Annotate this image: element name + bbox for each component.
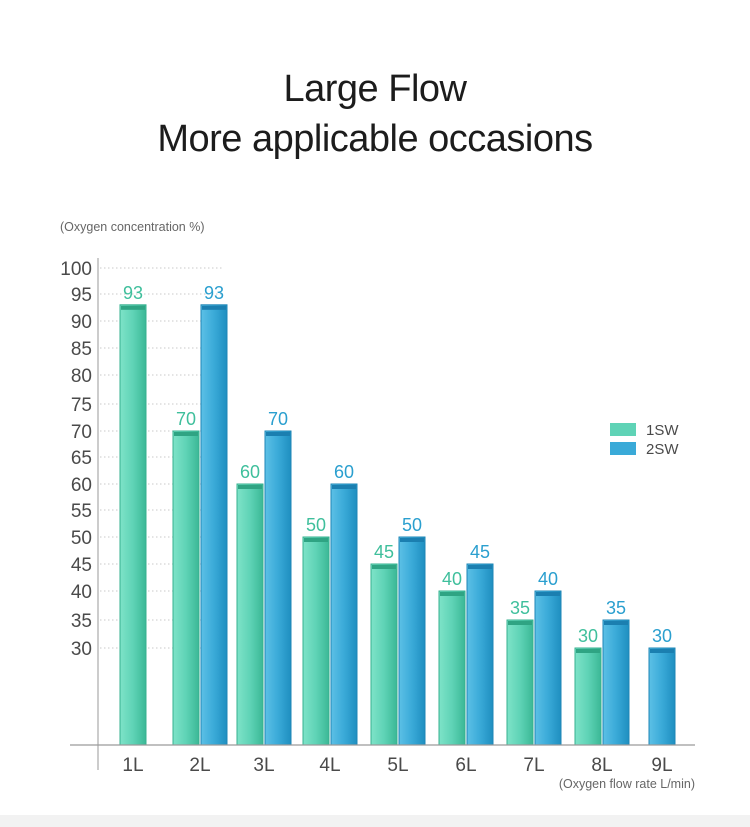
bars — [119, 304, 676, 746]
bar-cap-2SW-8L — [604, 621, 628, 625]
bar-1SW-3L — [236, 483, 264, 746]
x-category-labels: 1L 2L 3L 4L 5L 6L 7L 8L 9L — [122, 755, 672, 776]
bar-cap-2SW-4L — [332, 485, 356, 489]
legend-label-1SW: 1SW — [646, 422, 679, 439]
bar-2SW-6L — [466, 563, 494, 746]
y-tick-label: 45 — [71, 555, 92, 576]
bar-cap-1SW-6L — [440, 592, 464, 596]
value-label-1SW-3L: 60 — [240, 462, 260, 482]
legend-label-2SW: 2SW — [646, 441, 679, 458]
footer-strip — [0, 815, 750, 827]
bar-2SW-7L — [534, 590, 562, 746]
title-line-1: Large Flow — [283, 68, 467, 110]
value-label-2SW-4L: 60 — [334, 462, 354, 482]
value-label-2SW-9L: 30 — [652, 626, 672, 646]
bar-2SW-4L — [330, 483, 358, 746]
y-axis-label: (Oxygen concentration %) — [60, 220, 205, 234]
x-axis-label: (Oxygen flow rate L/min) — [559, 777, 695, 791]
bar-cap-2SW-6L — [468, 565, 492, 569]
value-label-1SW-1L: 93 — [123, 283, 143, 303]
bar-2SW-8L — [602, 619, 630, 746]
bar-1SW-8L — [574, 647, 602, 746]
value-label-2SW-3L: 70 — [268, 409, 288, 429]
bar-cap-1SW-1L — [121, 305, 145, 310]
bar-cap-2SW-5L — [400, 538, 424, 542]
bar-1SW-1L — [119, 304, 147, 746]
x-category-label: 8L — [591, 755, 612, 776]
y-tick-label: 40 — [71, 582, 92, 603]
value-label-1SW-8L: 30 — [578, 626, 598, 646]
y-tick-labels: 100 95 90 85 80 75 70 65 60 55 50 45 40 35 30 — [60, 259, 92, 660]
bar-1SW-2L — [172, 430, 200, 746]
x-category-label: 1L — [122, 755, 143, 776]
value-label-2SW-2L: 93 — [204, 283, 224, 303]
y-tick-label: 60 — [71, 475, 92, 496]
bar-cap-1SW-3L — [238, 485, 262, 489]
bar-cap-1SW-8L — [576, 649, 600, 653]
bar-1SW-5L — [370, 563, 398, 746]
bar-1SW-4L — [302, 536, 330, 746]
value-label-1SW-2L: 70 — [176, 409, 196, 429]
bar-2SW-5L — [398, 536, 426, 746]
y-tick-label: 75 — [71, 395, 92, 416]
value-label-1SW-4L: 50 — [306, 515, 326, 535]
y-tick-label: 100 — [60, 259, 92, 280]
value-label-1SW-7L: 35 — [510, 598, 530, 618]
bar-2SW-3L — [264, 430, 292, 746]
value-label-2SW-8L: 35 — [606, 598, 626, 618]
value-labels: 93 70 93 60 70 50 60 45 50 40 45 35 40 30 35 30 — [123, 283, 672, 646]
legend-swatch-1SW — [610, 423, 636, 436]
bar-cap-2SW-7L — [536, 592, 560, 596]
y-tick-label: 35 — [71, 611, 92, 632]
bar-cap-2SW-9L — [650, 649, 674, 653]
chart-title: Large Flow More applicable occasions — [0, 64, 750, 164]
bar-cap-2SW-3L — [266, 432, 290, 436]
y-tick-label: 50 — [71, 528, 92, 549]
legend-swatch-2SW — [610, 442, 636, 455]
x-category-label: 6L — [455, 755, 476, 776]
value-label-2SW-5L: 50 — [402, 515, 422, 535]
bar-cap-1SW-2L — [174, 432, 198, 436]
y-tick-label: 80 — [71, 366, 92, 387]
x-category-label: 5L — [387, 755, 408, 776]
x-category-label: 2L — [189, 755, 210, 776]
value-label-1SW-6L: 40 — [442, 569, 462, 589]
value-label-1SW-5L: 45 — [374, 542, 394, 562]
value-label-2SW-7L: 40 — [538, 569, 558, 589]
bar-cap-2SW-2L — [202, 305, 226, 310]
x-category-label: 3L — [253, 755, 274, 776]
y-tick-label: 90 — [71, 312, 92, 333]
y-tick-label: 95 — [71, 285, 92, 306]
y-tick-label: 55 — [71, 501, 92, 522]
bar-2SW-2L — [200, 304, 228, 746]
y-tick-label: 65 — [71, 448, 92, 469]
bar-1SW-6L — [438, 590, 466, 746]
x-category-label: 4L — [319, 755, 340, 776]
bar-cap-1SW-5L — [372, 565, 396, 569]
bar-2SW-9L — [648, 647, 676, 746]
title-line-2: More applicable occasions — [157, 118, 593, 160]
y-tick-label: 70 — [71, 422, 92, 443]
bar-cap-1SW-7L — [508, 621, 532, 625]
bar-cap-1SW-4L — [304, 538, 328, 542]
x-category-label: 9L — [651, 755, 672, 776]
y-tick-label: 85 — [71, 339, 92, 360]
bar-1SW-7L — [506, 619, 534, 746]
value-label-2SW-6L: 45 — [470, 542, 490, 562]
y-tick-label: 30 — [71, 639, 92, 660]
x-category-label: 7L — [523, 755, 544, 776]
